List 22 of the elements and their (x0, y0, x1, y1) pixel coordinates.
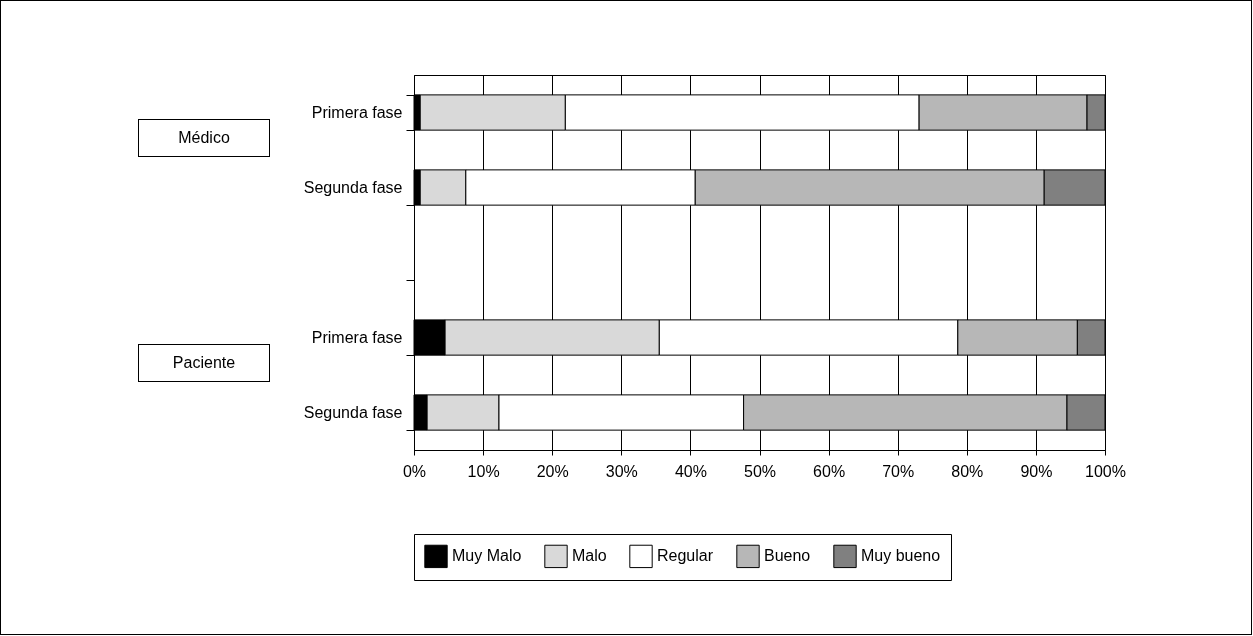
x-tick-label: 100% (1085, 462, 1126, 480)
x-tick-label: 40% (674, 462, 707, 480)
text: Médico (138, 119, 270, 157)
x-tick-label: 50% (743, 462, 777, 480)
legend-label: Muy Malo (452, 547, 522, 565)
x-tick-label: 80% (951, 462, 984, 480)
y-tick-label: Segunda fase (303, 179, 403, 196)
x-tick-label: 10% (467, 462, 500, 480)
legend-label: Bueno (764, 547, 811, 565)
legend-label: Malo (572, 547, 607, 565)
x-tick-label: 60% (813, 462, 846, 480)
x-tick-label: 30% (605, 462, 638, 480)
legend-label: Muy bueno (861, 547, 941, 565)
x-tick-label: 0% (402, 462, 427, 480)
y-tick-label: Primera fase (311, 329, 403, 346)
x-tick-label: 90% (1020, 462, 1053, 480)
text: Paciente (138, 344, 270, 382)
x-tick-label: 70% (882, 462, 915, 480)
y-tick-label: Segunda fase (303, 404, 403, 421)
y-tick-label: Primera fase (311, 104, 403, 121)
x-tick-label: 20% (536, 462, 569, 480)
legend-label: Regular (657, 547, 714, 565)
